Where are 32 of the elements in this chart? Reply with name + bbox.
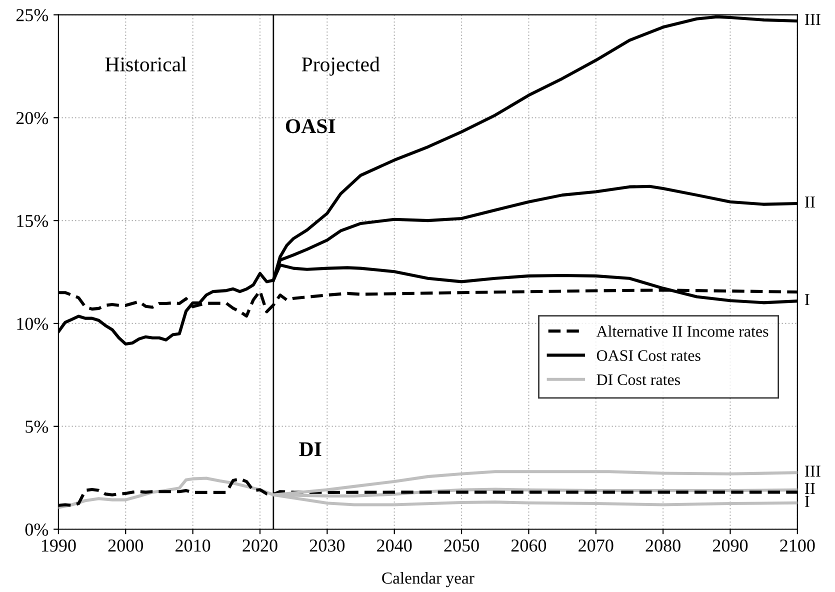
annotation: Historical xyxy=(105,56,186,72)
x-tick-label: 2090 xyxy=(712,539,748,552)
legend-label: Alternative II Income rates xyxy=(596,326,768,337)
y-tick-label: 10% xyxy=(17,318,48,330)
text: I xyxy=(804,496,810,507)
x-tick-label: 2050 xyxy=(444,539,479,552)
x-tick-label: 2020 xyxy=(242,539,278,552)
y-tick-label: 15% xyxy=(17,214,48,228)
legend-label: OASI Cost rates xyxy=(596,350,700,361)
text: III xyxy=(804,14,820,25)
x-tick-label: 2030 xyxy=(310,539,345,552)
text: III xyxy=(804,466,820,477)
y-tick-label: 0% xyxy=(25,524,48,536)
x-tick-label: 2070 xyxy=(578,539,614,552)
y-tick-label: 20% xyxy=(16,112,48,124)
text: I xyxy=(804,294,810,306)
y-tick-label: 5% xyxy=(26,420,48,433)
x-tick-label: 2040 xyxy=(377,539,412,552)
x-tick-label: 2060 xyxy=(511,539,546,552)
y-tick-label: 25% xyxy=(16,9,48,22)
x-tick-label: 2010 xyxy=(176,539,210,552)
x-tick-label: 2100 xyxy=(780,539,815,552)
legend-label: DI Cost rates xyxy=(596,374,680,386)
annotation: DI xyxy=(299,442,322,456)
text: II xyxy=(804,483,815,494)
x-axis-title: Calendar year xyxy=(382,572,474,588)
annotation: OASI xyxy=(286,119,336,134)
text: II xyxy=(804,196,815,208)
x-tick-label: 1990 xyxy=(42,539,76,552)
x-tick-label: 2080 xyxy=(646,539,680,552)
annotation: Projected xyxy=(302,56,380,76)
x-tick-label: 2000 xyxy=(108,539,143,552)
